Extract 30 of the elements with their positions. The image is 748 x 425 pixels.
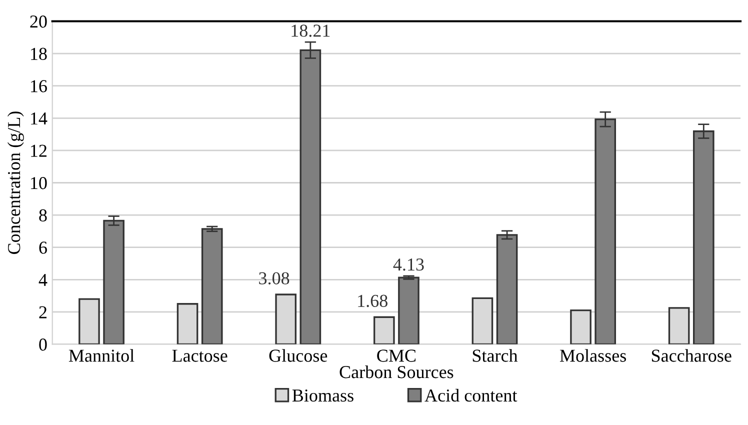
x-tick-label: Glucose <box>269 349 328 362</box>
x-tick-label: Starch <box>472 349 518 362</box>
y-tick-label: 0 <box>39 338 47 351</box>
y-tick-label: 8 <box>39 209 47 222</box>
y-tick-label: 14 <box>31 112 48 124</box>
x-tick-label: Saccharose <box>652 349 732 362</box>
x-tick-label: Mannitol <box>68 349 134 362</box>
x-axis-title: Carbon Sources <box>340 365 454 378</box>
y-tick-label: 20 <box>30 16 47 28</box>
legend-label: Biomass <box>292 389 354 402</box>
bar <box>398 276 420 344</box>
y-tick-label: 4 <box>38 274 48 286</box>
y-tick-label: 6 <box>39 242 47 254</box>
data-label: 4.13 <box>393 258 424 271</box>
data-label: 1.68 <box>358 294 388 308</box>
y-tick-label: 12 <box>31 144 47 157</box>
y-tick-label: 18 <box>31 48 47 60</box>
bar <box>201 228 223 344</box>
y-tick-label: 10 <box>31 177 47 190</box>
x-tick-label: Molasses <box>560 349 626 362</box>
y-axis-title: Concentration (g/L) <box>7 112 24 254</box>
bar <box>496 234 518 344</box>
legend-label: Acid content <box>424 388 518 402</box>
y-tick-label: 16 <box>31 80 47 92</box>
bar <box>103 220 124 344</box>
y-tick-label: 2 <box>39 306 47 318</box>
data-label: 18.21 <box>292 24 330 37</box>
x-tick-label: CMC <box>377 350 416 362</box>
data-label: 3.08 <box>259 272 290 284</box>
x-tick-label: Lactose <box>172 350 228 362</box>
